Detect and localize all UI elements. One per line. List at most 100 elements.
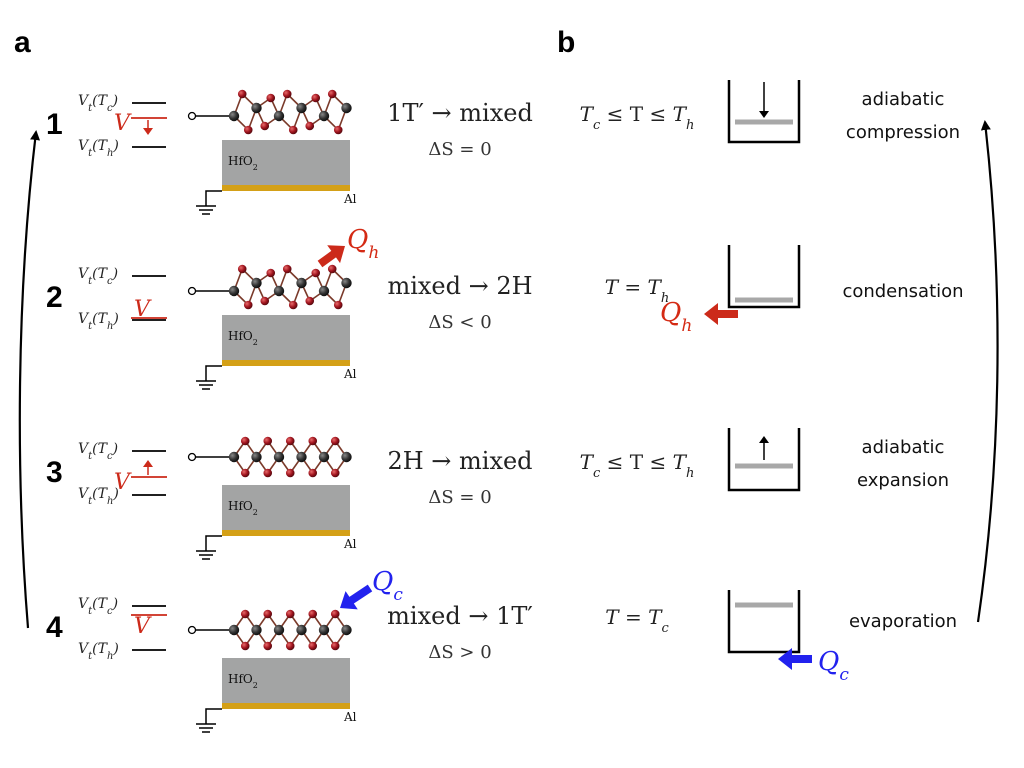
transition-label: mixed → 1T′ (387, 602, 533, 630)
vt-tc-label: Vt(Tc) (78, 93, 118, 114)
transition-label: mixed → 2H (387, 272, 532, 300)
energy-levels: Vt(Tc)Vt(Th)V (78, 441, 167, 507)
metal-atom (251, 624, 262, 636)
transition-label: 1T′ → mixed (387, 99, 533, 127)
process-label: evaporation (849, 611, 957, 632)
oxide-layer (222, 485, 350, 530)
metal-atom (273, 451, 285, 463)
temperature-condition: Tc ≤ T ≤ Th (580, 102, 695, 133)
chalcogen-atom (243, 125, 253, 135)
container-vessel (727, 245, 801, 309)
chalcogen-atom (311, 93, 321, 103)
metal-atom (251, 277, 262, 289)
panel-label-a: a (14, 26, 31, 59)
terminal-icon (187, 625, 197, 635)
process-label: expansion (857, 470, 949, 491)
chalcogen-atom (330, 641, 340, 651)
metal-atom (296, 277, 307, 289)
cycle-row: 1 Vt(Tc) Vt(Th)V HfO2 Al 1T′ → mixed ΔS = 0 Tc … (46, 80, 960, 215)
chalcogen-atom (285, 641, 295, 651)
container-vessel (727, 80, 801, 144)
v-label: V (114, 470, 132, 495)
heat-qc-label-b: Qc (818, 647, 849, 685)
chalcogen-atom (282, 89, 292, 99)
process-label: compression (846, 122, 960, 143)
chalcogen-atom (305, 296, 315, 306)
aluminum-gate (222, 703, 350, 709)
temperature-condition: T = Th (605, 275, 670, 306)
chalcogen-atom (330, 609, 340, 619)
metal-atom (341, 624, 352, 636)
entropy-label: ΔS < 0 (428, 312, 491, 333)
v-label: V (134, 297, 152, 322)
chalcogen-atom (266, 268, 276, 278)
arrow-down-icon (759, 111, 769, 118)
lattice-bonds (233, 93, 348, 131)
ground-wire (205, 190, 222, 206)
metal-atom (318, 285, 330, 297)
chalcogen-atom (333, 300, 343, 310)
energy-levels: Vt(Tc)Vt(Th)V (78, 596, 167, 662)
chalcogen-atom (308, 641, 318, 651)
chalcogen-atom (327, 264, 337, 274)
aluminum-label: Al (343, 367, 357, 381)
chalcogen-atom (330, 436, 340, 446)
step-number: 3 (46, 456, 63, 489)
heat-in-arrow-icon (340, 584, 373, 610)
aluminum-label: Al (343, 537, 357, 551)
metal-atom (273, 285, 285, 297)
process-label: adiabatic (862, 89, 945, 110)
piston-container (727, 428, 801, 492)
metal-atom (296, 624, 307, 636)
energy-levels: Vt(Tc)Vt(Th)V (78, 93, 167, 159)
ground-wire (205, 708, 222, 724)
process-label: condensation (842, 281, 963, 302)
process-label: adiabatic (862, 437, 945, 458)
oxide-label: HfO2 (228, 329, 258, 347)
aluminum-gate (222, 360, 350, 366)
oxide-label: HfO2 (228, 154, 258, 172)
chalcogen-atom (330, 468, 340, 478)
vt-th-label: Vt(Th) (78, 641, 119, 662)
heat-qh-label-b: Qh (660, 298, 692, 336)
metal-atom (341, 277, 352, 289)
heat-out-arrow-icon (704, 303, 738, 325)
metal-atom (296, 451, 307, 463)
device-stack: HfO2 Al (187, 89, 357, 215)
terminal-icon (187, 452, 197, 462)
metal-atom (318, 624, 330, 636)
metal-atom (251, 451, 262, 463)
ground-wire (205, 365, 222, 381)
chalcogen-atom (240, 436, 250, 446)
chalcogen-atom (237, 264, 247, 274)
chalcogen-atom (263, 609, 273, 619)
chalcogen-atom (260, 296, 270, 306)
chalcogen-atom (263, 468, 273, 478)
chalcogen-atom (308, 609, 318, 619)
piston-container: Qh (660, 245, 801, 336)
device-stack: HfO2 Al (187, 609, 357, 733)
v-arrow-down-icon (143, 128, 153, 135)
terminal-icon (187, 111, 197, 121)
cycle-row: 3 Vt(Tc) Vt(Th)V HfO2 Al 2H → mixed ΔS = 0 Tc ≤… (46, 428, 949, 560)
chalcogen-atom (260, 121, 270, 131)
oxide-layer (222, 658, 350, 703)
step-number: 2 (46, 281, 63, 314)
transition-label: 2H → mixed (387, 447, 532, 475)
vt-tc-label: Vt(Tc) (78, 266, 118, 287)
device-stack: HfO2 Al (187, 264, 357, 390)
chalcogen-atom (282, 264, 292, 274)
cycle-arrow-left (18, 130, 41, 629)
vt-th-label: Vt(Th) (78, 486, 119, 507)
oxide-label: HfO2 (228, 499, 258, 517)
chalcogen-atom (327, 89, 337, 99)
cycle-row: 2 Vt(Tc) Vt(Th) V HfO2 Al Qh mixed → 2H ΔS < 0 T … (46, 225, 964, 390)
metal-atom (341, 451, 352, 463)
chalcogen-atom (266, 93, 276, 103)
step-number: 1 (46, 108, 63, 141)
chalcogen-atom (308, 468, 318, 478)
aluminum-gate (222, 185, 350, 191)
cycle-arrow-right (976, 120, 999, 623)
chalcogen-atom (243, 300, 253, 310)
